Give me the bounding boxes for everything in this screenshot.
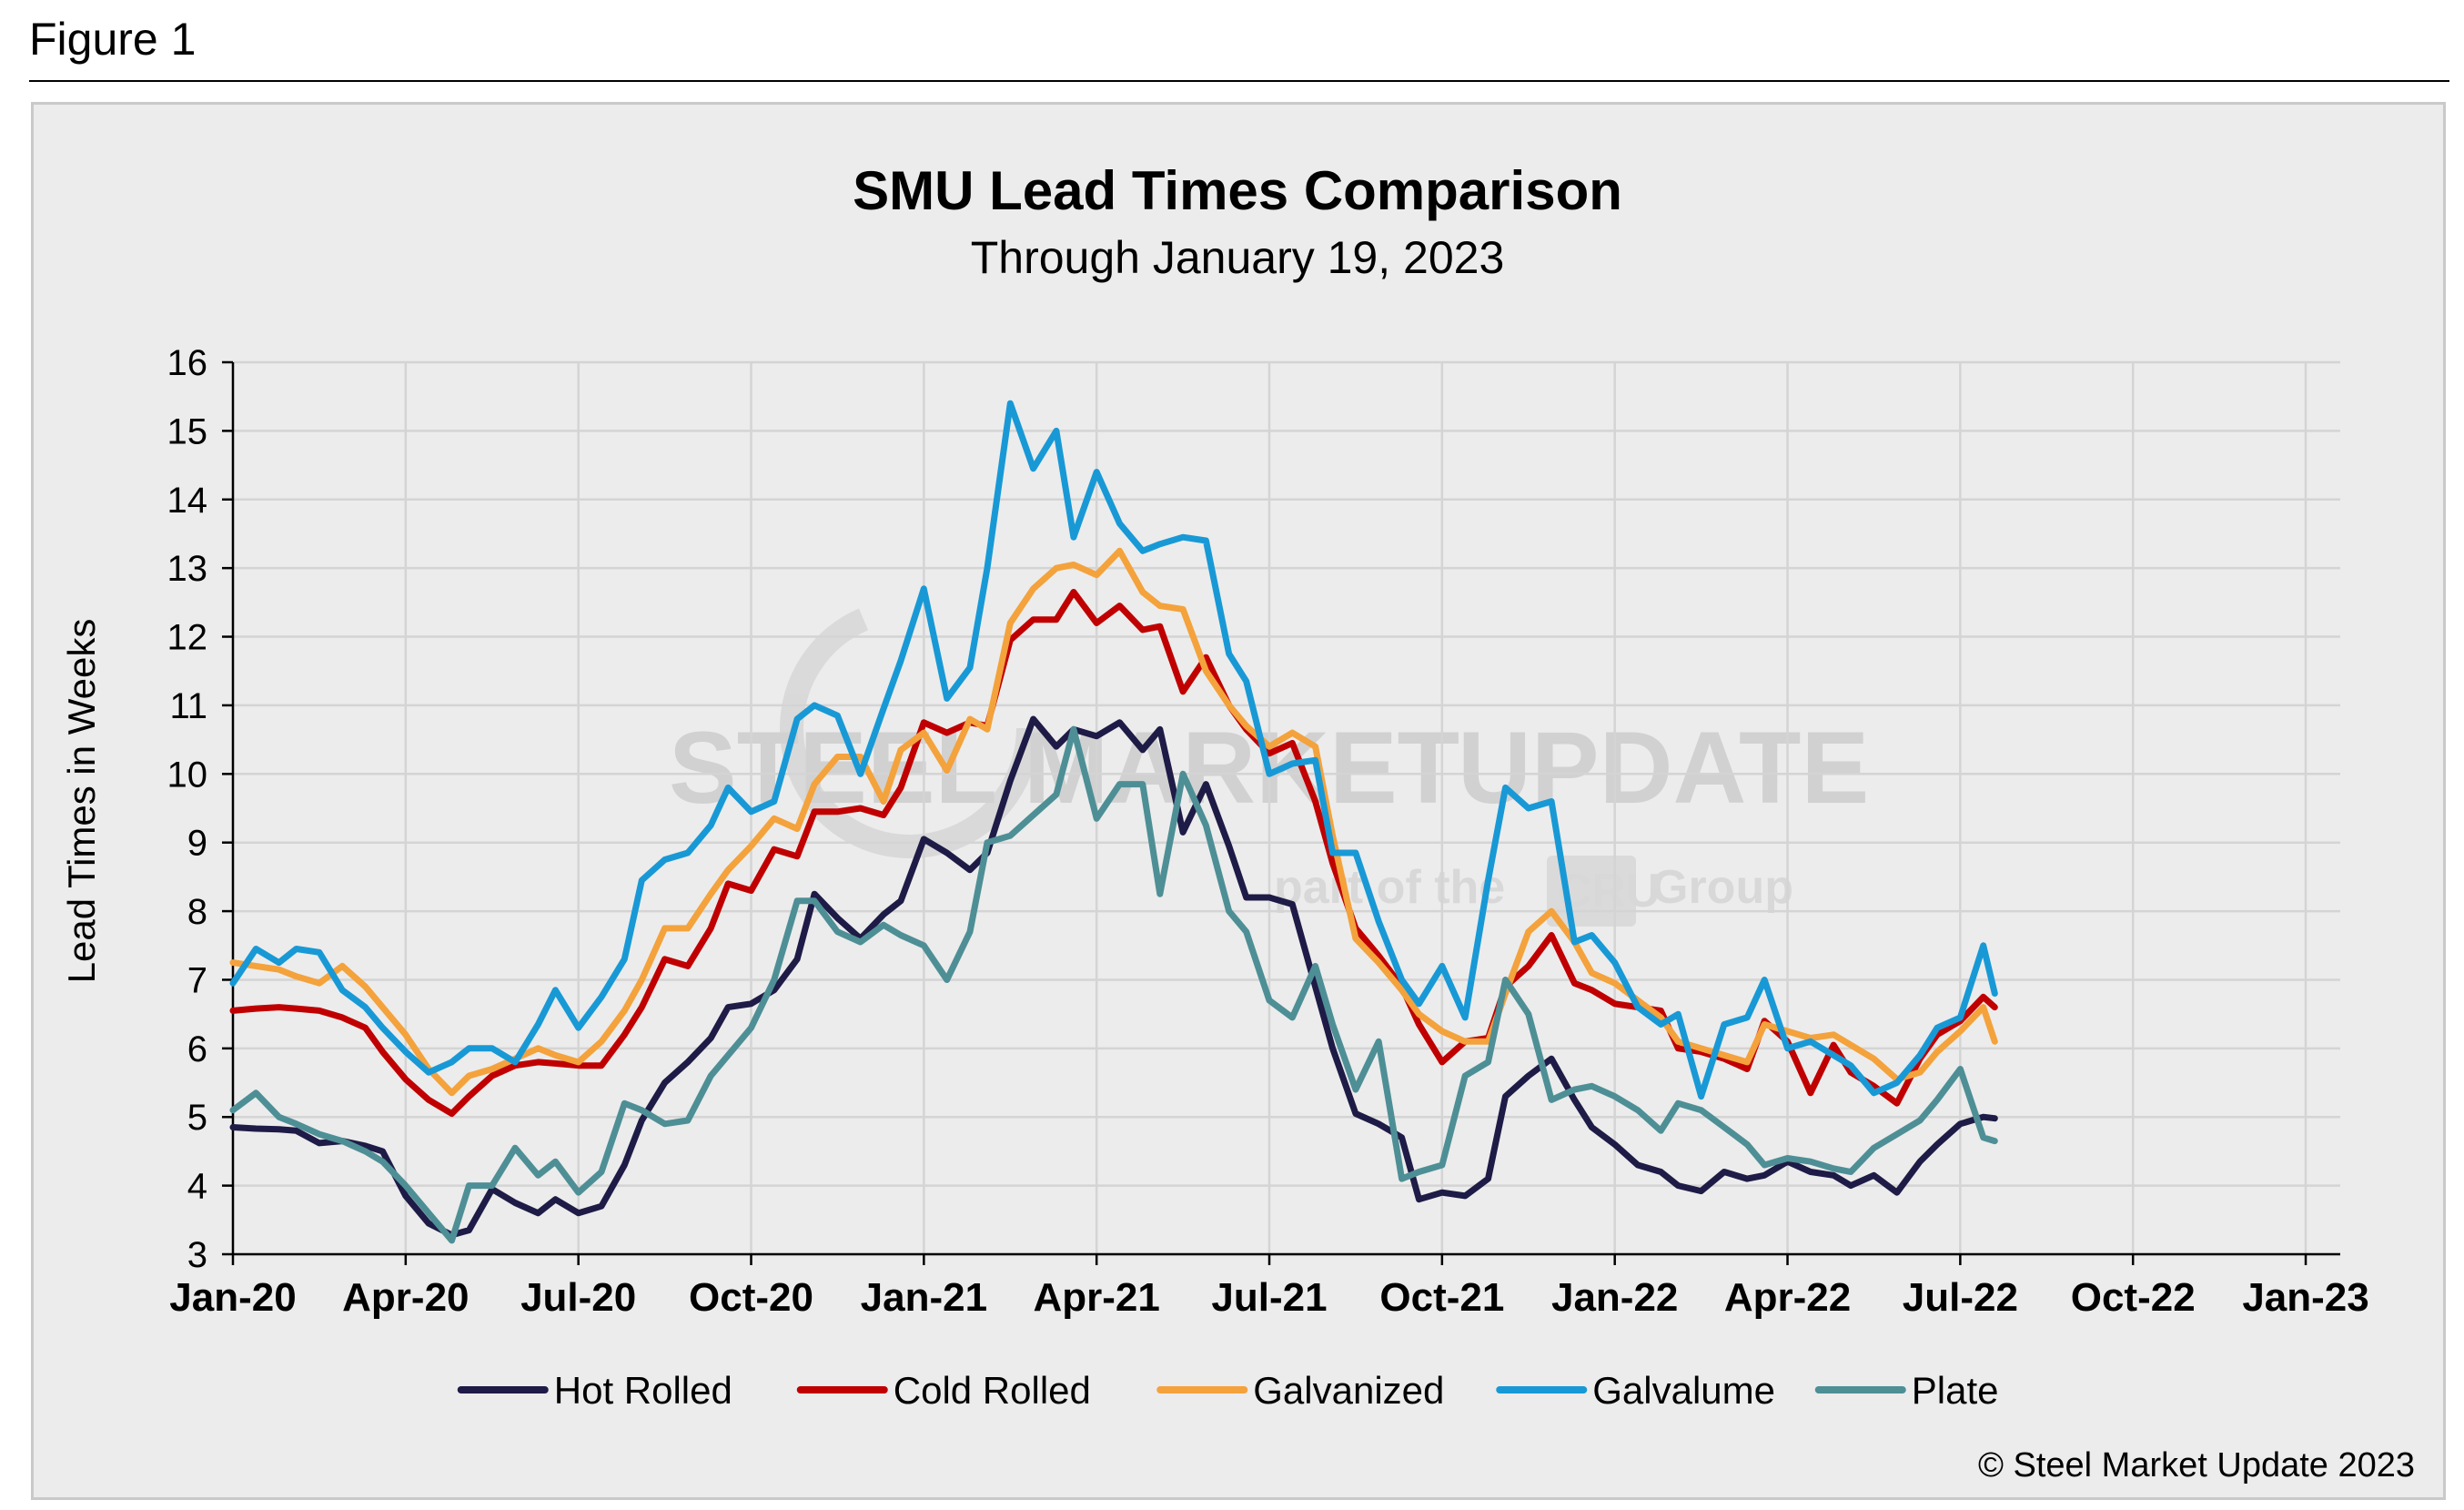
y-tick-label-16: 16 [167, 343, 208, 383]
figure-divider [29, 80, 2449, 82]
series-line-cold-rolled [229, 589, 1998, 1117]
x-tick-label-Jan-22: Jan-22 [1551, 1275, 1678, 1320]
y-tick-label-6: 6 [187, 1029, 207, 1069]
series-line-plate [229, 725, 1998, 1244]
y-tick-label-9: 9 [187, 824, 207, 864]
y-tick-label-11: 11 [169, 686, 207, 726]
y-tick-label-12: 12 [167, 618, 208, 658]
chart-frame [31, 102, 2446, 1500]
legend-label-hot-rolled: Hot Rolled [554, 1369, 732, 1412]
copyright-credit: © Steel Market Update 2023 [1978, 1446, 2415, 1485]
series-line-galvalume [229, 400, 1998, 1100]
x-tick-label-Oct-21: Oct-21 [1379, 1275, 1504, 1320]
x-tick-label-Apr-21: Apr-21 [1033, 1275, 1159, 1320]
chart-title: SMU Lead Times Comparison [853, 160, 1622, 221]
y-tick-label-14: 14 [167, 481, 208, 521]
y-tick-label-7: 7 [187, 960, 207, 1000]
watermark-tagline-left: part of the [1274, 861, 1505, 914]
series-lines [229, 400, 1998, 1244]
legend-label-galvalume: Galvalume [1592, 1369, 1775, 1412]
y-axis-label: Lead Times in Weeks [60, 619, 103, 984]
y-tick-label-13: 13 [167, 549, 208, 589]
series-line-galvanized [229, 547, 1998, 1097]
axes [222, 360, 2340, 1265]
y-tick-label-15: 15 [167, 411, 208, 451]
x-tick-label-Oct-22: Oct-22 [2071, 1275, 2196, 1320]
legend: Hot Rolled Cold Rolled Galvanized Galvalume… [457, 1369, 1999, 1412]
x-tick-label-Jul-20: Jul-20 [520, 1275, 636, 1320]
x-tick-label-Apr-22: Apr-22 [1724, 1275, 1851, 1320]
x-tick-label-Jan-21: Jan-21 [861, 1275, 987, 1320]
x-tick-label-Oct-20: Oct-20 [689, 1275, 813, 1320]
legend-label-galvanized: Galvanized [1253, 1369, 1444, 1412]
y-tick-label-4: 4 [187, 1167, 207, 1207]
x-tick-label-Jan-20: Jan-20 [169, 1275, 296, 1320]
y-tick-label-10: 10 [167, 755, 208, 795]
x-tick-label-Jul-21: Jul-21 [1211, 1275, 1327, 1320]
x-tick-label-Jul-22: Jul-22 [1903, 1275, 2018, 1320]
watermark-tagline-right: Group [1651, 861, 1793, 914]
figure-label: Figure 1 [29, 14, 197, 65]
watermark-brand-light: UPDATE [1458, 711, 1869, 825]
x-tick-label-Apr-20: Apr-20 [342, 1275, 469, 1320]
legend-label-plate: Plate [1912, 1369, 1999, 1412]
y-tick-labels: 3 4 5 6 7 8 9 10 11 12 13 14 15 16 [167, 343, 208, 1275]
x-tick-labels: Jan-20 Apr-20 Jul-20 Oct-20 Jan-21 Apr-21 Jul-… [169, 1275, 2368, 1320]
chart-subtitle: Through January 19, 2023 [971, 232, 1505, 283]
legend-label-cold-rolled: Cold Rolled [894, 1369, 1091, 1412]
y-tick-label-5: 5 [187, 1098, 207, 1138]
watermark-logo-mark: CRU [1558, 865, 1661, 917]
x-tick-label-Jan-23: Jan-23 [2242, 1275, 2368, 1320]
y-tick-label-8: 8 [187, 892, 207, 932]
y-tick-label-3: 3 [187, 1235, 207, 1275]
series-line-hot-rolled [229, 715, 1998, 1239]
